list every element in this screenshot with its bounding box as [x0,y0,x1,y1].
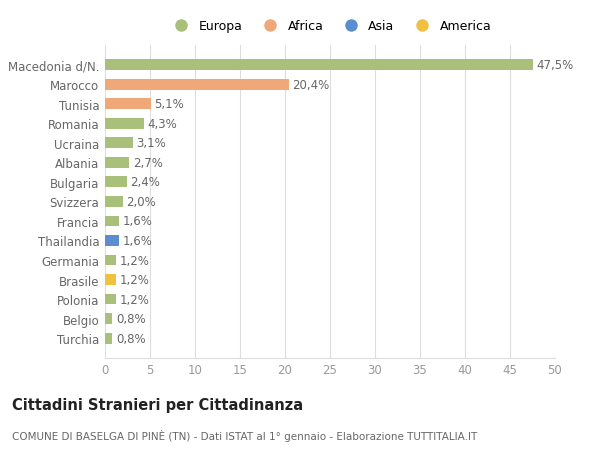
Bar [105,333,112,344]
Bar [105,294,116,305]
Text: 1,6%: 1,6% [123,215,153,228]
Bar [105,118,144,129]
Bar [105,255,116,266]
Bar [105,99,151,110]
Text: 2,7%: 2,7% [133,157,163,169]
Bar [105,157,130,168]
Bar [105,177,127,188]
Text: 2,0%: 2,0% [127,196,157,208]
Text: 5,1%: 5,1% [155,98,184,111]
Text: 4,3%: 4,3% [148,118,177,130]
Text: 0,8%: 0,8% [116,332,145,345]
Bar [105,274,116,285]
Bar [105,216,119,227]
Legend: Europa, Africa, Asia, America: Europa, Africa, Asia, America [169,21,491,34]
Text: 1,2%: 1,2% [119,274,149,286]
Text: 1,2%: 1,2% [119,254,149,267]
Text: COMUNE DI BASELGA DI PINÈ (TN) - Dati ISTAT al 1° gennaio - Elaborazione TUTTITA: COMUNE DI BASELGA DI PINÈ (TN) - Dati IS… [12,429,477,441]
Bar [105,196,123,207]
Text: 3,1%: 3,1% [137,137,166,150]
Bar [105,138,133,149]
Text: 2,4%: 2,4% [130,176,160,189]
Bar [105,235,119,246]
Text: 20,4%: 20,4% [292,78,329,91]
Text: 1,2%: 1,2% [119,293,149,306]
Bar [105,313,112,325]
Bar [105,60,533,71]
Text: Cittadini Stranieri per Cittadinanza: Cittadini Stranieri per Cittadinanza [12,397,303,412]
Text: 1,6%: 1,6% [123,235,153,247]
Text: 0,8%: 0,8% [116,313,145,325]
Text: 47,5%: 47,5% [536,59,574,72]
Bar [105,79,289,90]
